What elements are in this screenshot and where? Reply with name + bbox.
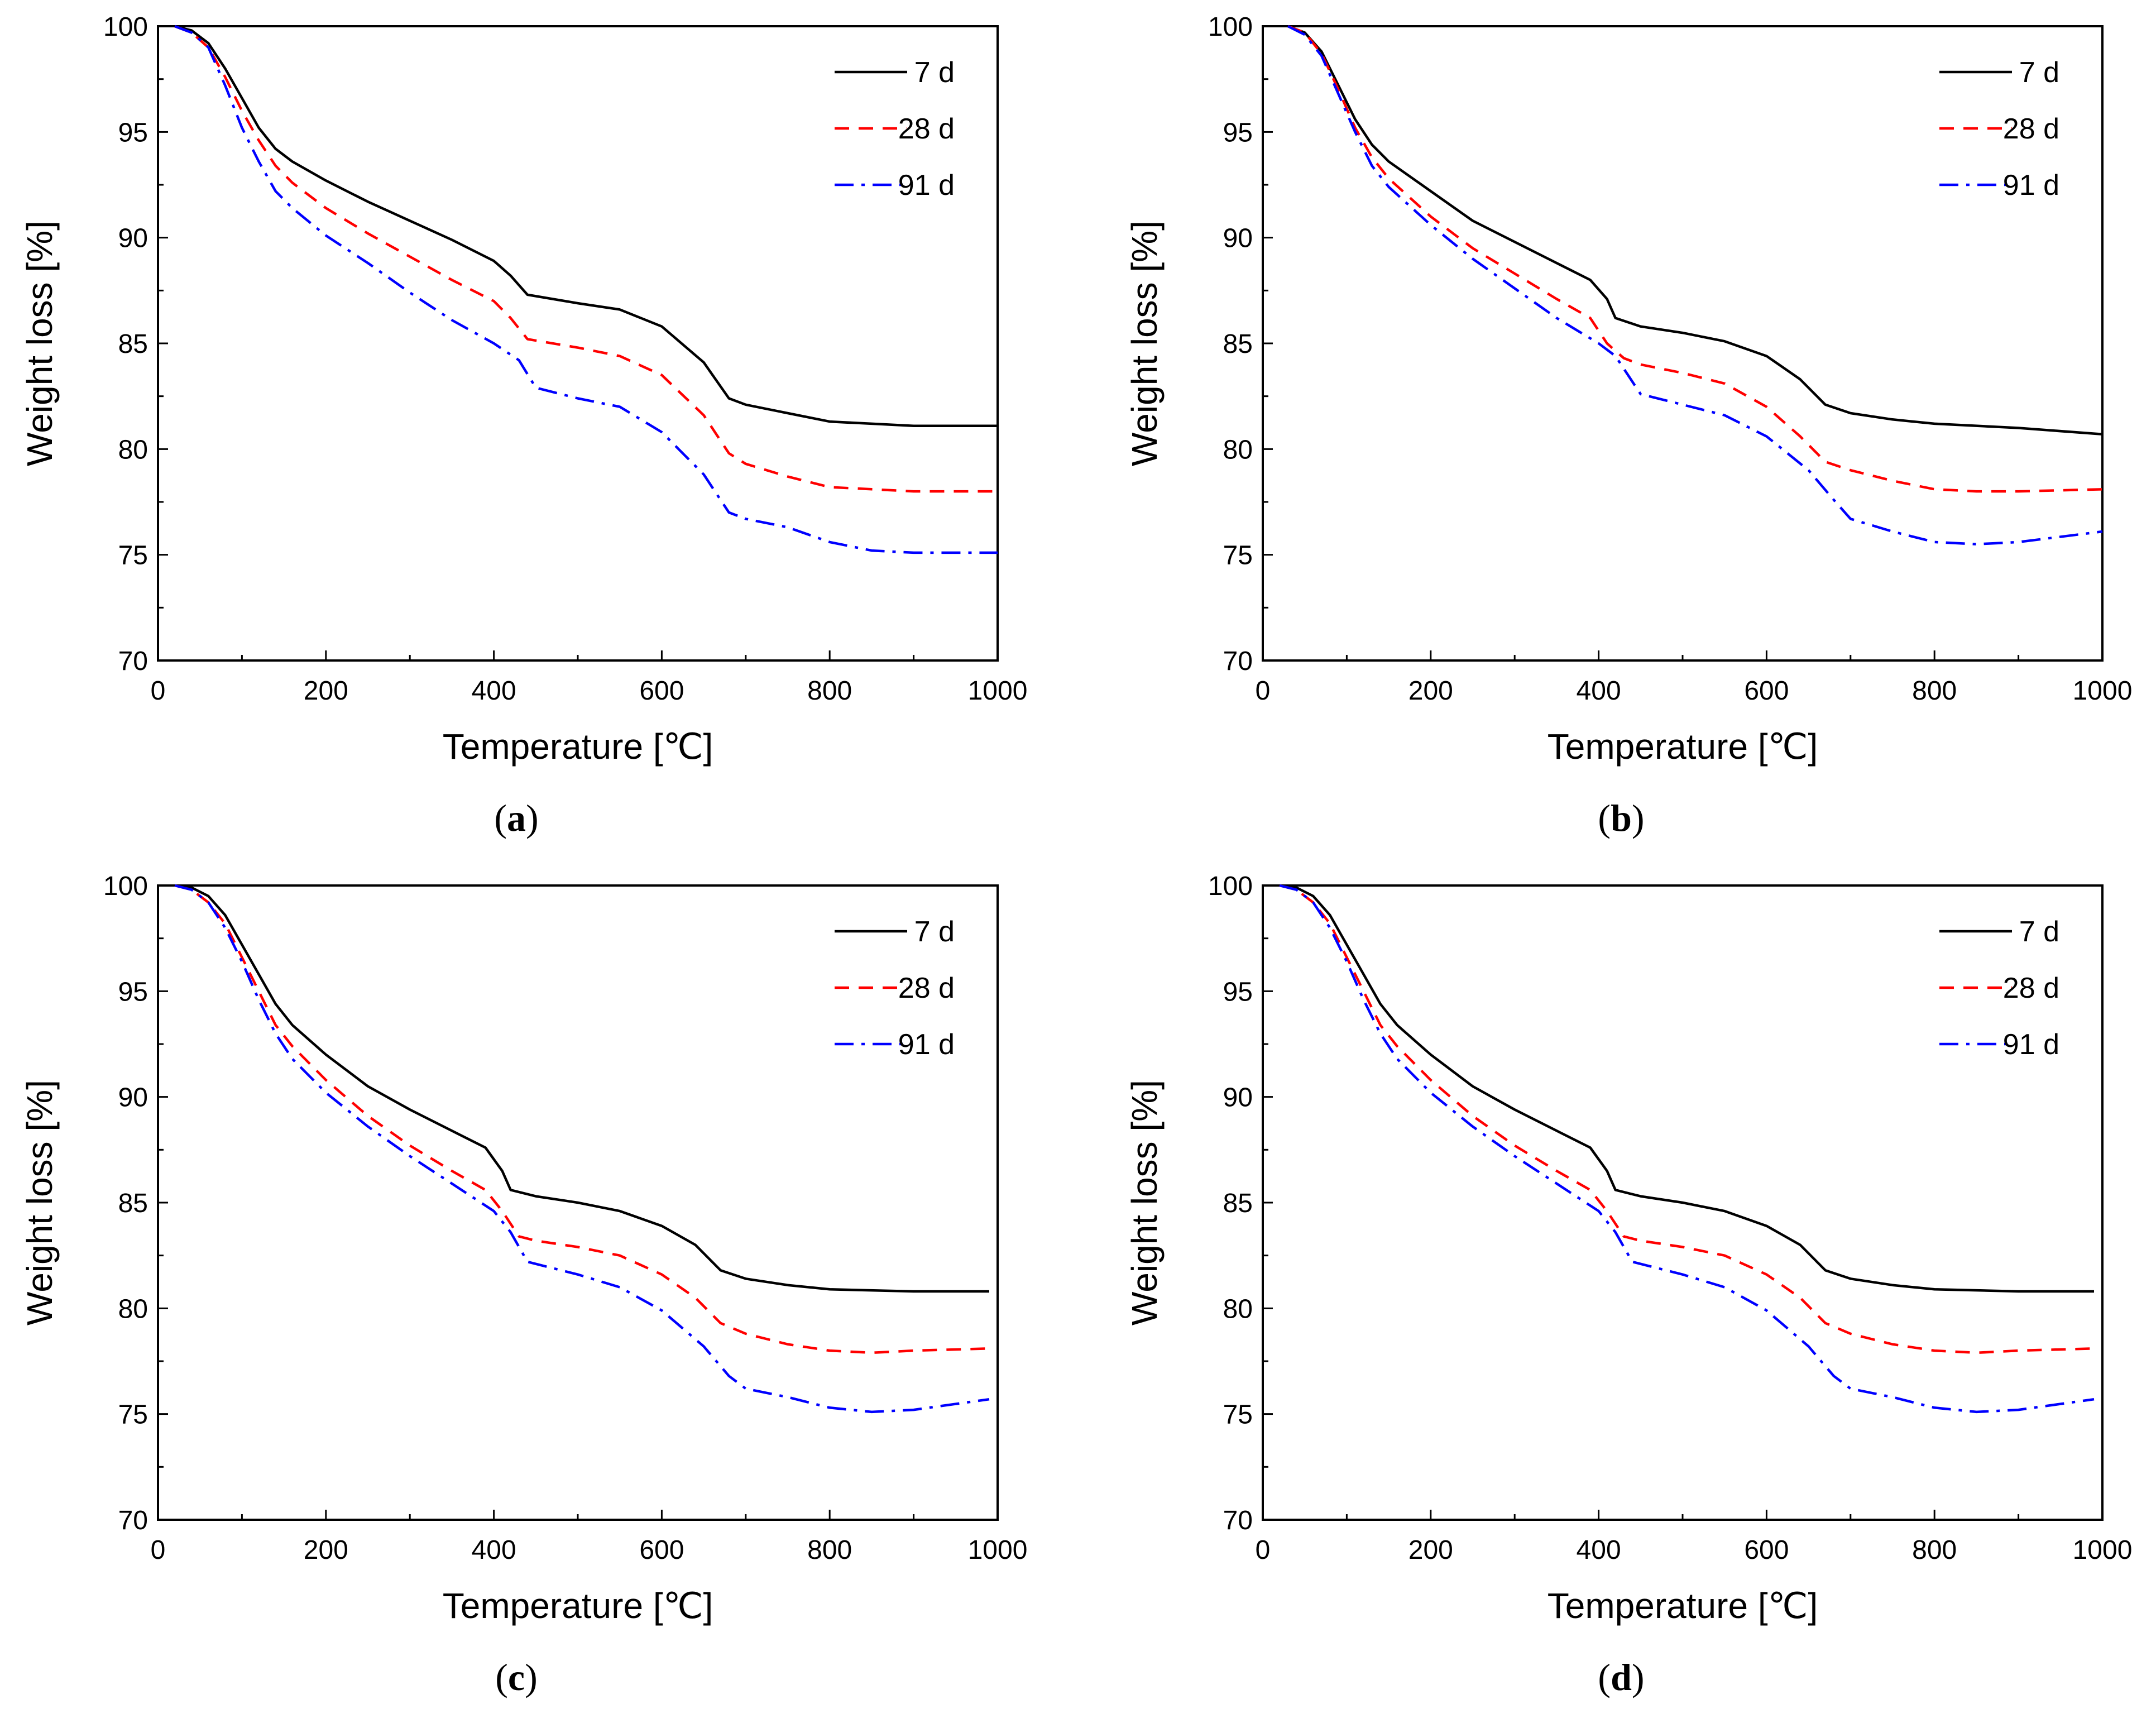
x-tick-label: 800	[1912, 676, 1957, 706]
x-tick-label: 200	[1408, 1535, 1453, 1565]
y-tick-label: 80	[118, 435, 148, 465]
x-tick-label: 1000	[968, 676, 1028, 706]
legend-label: 7 d	[914, 916, 955, 948]
x-tick-label: 1000	[2073, 1535, 2133, 1565]
legend-label: 28 d	[2003, 113, 2059, 145]
y-tick-label: 80	[118, 1294, 148, 1324]
series-line-28d	[174, 25, 998, 493]
y-axis-title: Weight loss [%]	[20, 1080, 60, 1325]
y-tick-label: 75	[118, 1400, 148, 1430]
x-tick-label: 1000	[968, 1535, 1028, 1565]
y-tick-label: 90	[1223, 1083, 1253, 1113]
plot-frame	[157, 25, 999, 662]
legend: 7 d 28 d 91 d	[1939, 56, 2059, 202]
legend-label: 91 d	[2003, 169, 2059, 202]
x-axis-title: Temperature [℃]	[1547, 1586, 1818, 1626]
x-tick-label: 200	[304, 676, 348, 706]
y-tick-label: 100	[1208, 12, 1253, 42]
x-tick-label: 200	[304, 1535, 348, 1565]
y-tick-label: 95	[1223, 977, 1253, 1007]
y-tick-label: 85	[1223, 329, 1253, 359]
legend-label: 91 d	[898, 169, 955, 202]
y-tick-label: 80	[1223, 435, 1253, 465]
x-tick-label: 400	[1577, 676, 1621, 706]
series-line-7d	[174, 25, 998, 427]
plot-frame	[1262, 25, 2104, 662]
y-tick-label: 75	[1223, 1400, 1253, 1430]
y-tick-label: 95	[118, 118, 148, 147]
x-tick-label: 600	[639, 676, 684, 706]
legend-label: 91 d	[2003, 1028, 2059, 1061]
series-line-91d	[1287, 25, 2103, 545]
y-axis-title: Weight loss [%]	[1124, 221, 1165, 466]
y-tick-label: 90	[118, 224, 148, 253]
legend: 7 d 28 d 91 d	[835, 56, 955, 202]
y-tick-label: 100	[1208, 872, 1253, 901]
legend-label: 7 d	[914, 56, 955, 89]
series-line-91d	[1279, 884, 2095, 1414]
y-tick-label: 70	[1223, 1506, 1253, 1535]
series-line-28d	[1287, 25, 2103, 493]
legend: 7 d 28 d 91 d	[835, 916, 955, 1061]
legend: 7 d 28 d 91 d	[1939, 916, 2059, 1061]
series-line-91d	[174, 884, 990, 1414]
x-tick-label: 400	[472, 676, 516, 706]
y-tick-label: 70	[1223, 647, 1253, 676]
y-tick-label: 90	[118, 1083, 148, 1113]
y-tick-label: 70	[118, 1506, 148, 1535]
legend-label: 7 d	[2019, 56, 2059, 89]
x-tick-label: 0	[151, 1535, 166, 1565]
x-axis-title: Temperature [℃]	[1547, 726, 1818, 767]
legend-label: 28 d	[2003, 972, 2059, 1004]
x-tick-label: 1000	[2073, 676, 2133, 706]
panel-caption: (b)	[1598, 797, 1644, 839]
legend-label: 7 d	[2019, 916, 2059, 948]
y-tick-label: 85	[1223, 1189, 1253, 1218]
x-tick-label: 200	[1408, 676, 1453, 706]
legend-label: 28 d	[898, 972, 955, 1004]
chart-panel-d: 0 200 400 600 800 1000 70 75 80 85 90 95 100 Temperat…	[1124, 872, 2132, 1698]
y-axis-title: Weight loss [%]	[20, 221, 60, 466]
x-tick-label: 600	[1744, 676, 1789, 706]
x-axis-title: Temperature [℃]	[443, 726, 713, 767]
x-tick-label: 600	[1744, 1535, 1789, 1565]
series-line-7d	[1279, 884, 2094, 1293]
series-line-7d	[174, 884, 989, 1293]
y-tick-label: 75	[1223, 541, 1253, 571]
x-tick-label: 800	[807, 1535, 852, 1565]
series-line-28d	[1279, 884, 2095, 1354]
chart-panel-b: 0 200 400 600 800 1000 70 75 80 85 90 95 100 Temperat…	[1124, 12, 2132, 839]
panel-caption: (d)	[1598, 1656, 1644, 1698]
x-tick-label: 400	[472, 1535, 516, 1565]
y-tick-label: 100	[103, 872, 148, 901]
legend-label: 28 d	[898, 113, 955, 145]
y-axis-title: Weight loss [%]	[1124, 1080, 1165, 1325]
y-tick-label: 90	[1223, 224, 1253, 253]
y-tick-label: 70	[118, 647, 148, 676]
legend-label: 91 d	[898, 1028, 955, 1061]
y-tick-label: 75	[118, 541, 148, 571]
series-line-91d	[174, 25, 998, 554]
panel-caption: (c)	[495, 1656, 538, 1698]
y-tick-label: 100	[103, 12, 148, 42]
x-tick-label: 0	[1256, 1535, 1271, 1565]
chart-panel-a: 0 200 400 600 800 1000 70 75 80 85 90 95 100 Temperat…	[20, 12, 1027, 839]
x-axis-title: Temperature [℃]	[443, 1586, 713, 1626]
y-tick-label: 80	[1223, 1294, 1253, 1324]
y-tick-label: 95	[1223, 118, 1253, 147]
panel-caption: (a)	[494, 797, 538, 839]
x-tick-label: 0	[1256, 676, 1271, 706]
chart-panel-c: 0 200 400 600 800 1000 70 75 80 85 90 95 100 Temperat…	[20, 872, 1027, 1698]
y-tick-label: 85	[118, 1189, 148, 1218]
y-tick-label: 85	[118, 329, 148, 359]
x-tick-label: 800	[1912, 1535, 1957, 1565]
x-tick-label: 0	[151, 676, 166, 706]
x-tick-label: 800	[807, 676, 852, 706]
x-tick-label: 400	[1577, 1535, 1621, 1565]
series-line-28d	[174, 884, 990, 1354]
x-tick-label: 600	[639, 1535, 684, 1565]
y-tick-label: 95	[118, 977, 148, 1007]
series-line-7d	[1287, 25, 2103, 436]
